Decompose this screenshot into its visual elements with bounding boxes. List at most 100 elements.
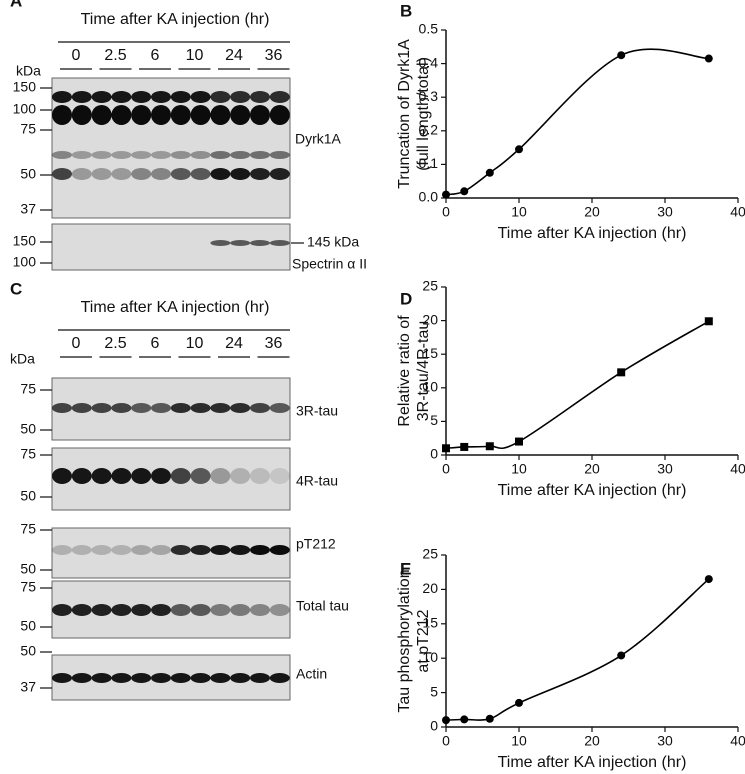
- data-point: [485, 442, 494, 451]
- band: [250, 604, 270, 616]
- fit-line: [445, 578, 710, 721]
- data-point: [442, 716, 450, 725]
- band: [131, 604, 152, 616]
- panel-label: B: [400, 1, 412, 20]
- band: [111, 105, 132, 125]
- band: [71, 168, 92, 180]
- band: [52, 403, 72, 413]
- y-axis-label: 3R-tau/4R-tau: [415, 321, 432, 422]
- band: [71, 545, 92, 555]
- lane-label: 24: [225, 47, 243, 64]
- band-label: pT212: [296, 536, 336, 552]
- band: [151, 545, 171, 555]
- band: [269, 91, 290, 103]
- data-point: [460, 715, 469, 724]
- blot: [51, 527, 291, 579]
- band: [91, 673, 112, 683]
- y-axis-label: at pT212: [415, 609, 432, 672]
- band: [170, 91, 191, 103]
- band: [151, 604, 171, 616]
- mw-label: 50: [20, 643, 36, 659]
- band: [170, 403, 191, 413]
- mw-label: 75: [20, 521, 36, 537]
- band: [230, 91, 251, 103]
- lane-label: 2.5: [104, 335, 126, 352]
- x-tick-label: 40: [730, 204, 745, 220]
- band: [269, 151, 290, 159]
- mw-label: 50: [20, 166, 36, 182]
- band: [111, 604, 132, 616]
- x-tick-label: 30: [657, 461, 673, 477]
- x-tick-label: 30: [657, 204, 673, 220]
- y-axis-label: Truncation of Dyrk1A: [396, 39, 413, 189]
- y-tick-label: 0.1: [419, 155, 439, 171]
- band: [52, 673, 72, 683]
- mw-label: 50: [20, 618, 36, 634]
- band: [210, 673, 231, 683]
- data-point: [617, 651, 626, 660]
- lane-label: 24: [225, 335, 243, 352]
- y-tick-label: 0.0: [419, 189, 439, 205]
- y-tick-label: 25: [422, 278, 438, 294]
- lane-label: 0: [72, 335, 81, 352]
- band: [190, 545, 211, 555]
- band: [210, 468, 231, 484]
- band-label: Spectrin α II: [292, 256, 367, 272]
- band: [269, 105, 290, 125]
- y-tick-label: 0.5: [419, 21, 439, 37]
- band: [151, 673, 171, 683]
- band: [52, 105, 72, 125]
- band: [131, 545, 152, 555]
- band: [151, 468, 171, 484]
- y-tick-label: 20: [422, 311, 438, 327]
- kda-label: kDa: [16, 63, 41, 79]
- band: [71, 151, 92, 159]
- band: [111, 468, 132, 484]
- y-tick-label: 0.2: [419, 122, 439, 138]
- band: [52, 545, 72, 555]
- band: [52, 91, 72, 103]
- data-point: [515, 145, 523, 154]
- band: [91, 168, 112, 180]
- band: [131, 105, 152, 125]
- mw-label: 150: [13, 79, 37, 95]
- panel-label: D: [400, 289, 412, 308]
- band: [91, 105, 112, 125]
- data-point: [515, 437, 523, 446]
- band: [210, 91, 231, 103]
- band: [91, 468, 112, 484]
- band: [190, 151, 211, 159]
- mw-label: 75: [20, 121, 36, 137]
- band: [52, 604, 72, 616]
- band: [111, 403, 132, 413]
- y-tick-label: 0: [430, 446, 438, 462]
- band: [190, 403, 211, 413]
- band-label: Dyrk1A: [295, 131, 342, 147]
- x-axis-label: Time after KA injection (hr): [498, 225, 687, 242]
- x-tick-label: 20: [584, 461, 600, 477]
- y-tick-label: 10: [422, 379, 438, 395]
- y-tick-label: 0.4: [419, 54, 439, 70]
- blot: [51, 223, 291, 271]
- band: [230, 151, 251, 159]
- lane-label: 6: [151, 47, 160, 64]
- band-label: 3R-tau: [296, 403, 338, 419]
- mw-label: 50: [20, 488, 36, 504]
- band: [111, 168, 132, 180]
- band: [151, 91, 171, 103]
- band: [230, 468, 251, 484]
- mw-label: 100: [13, 254, 37, 270]
- band: [190, 105, 211, 125]
- band: [190, 673, 211, 683]
- band: [71, 604, 92, 616]
- band: [210, 151, 231, 159]
- data-point: [485, 714, 494, 723]
- band: [170, 673, 191, 683]
- data-point: [460, 442, 469, 451]
- band: [131, 91, 152, 103]
- y-tick-label: 25: [422, 546, 438, 562]
- arrow-label: 145 kDa: [307, 234, 359, 250]
- band: [210, 545, 231, 555]
- data-point: [442, 190, 450, 199]
- mw-label: 150: [13, 233, 37, 249]
